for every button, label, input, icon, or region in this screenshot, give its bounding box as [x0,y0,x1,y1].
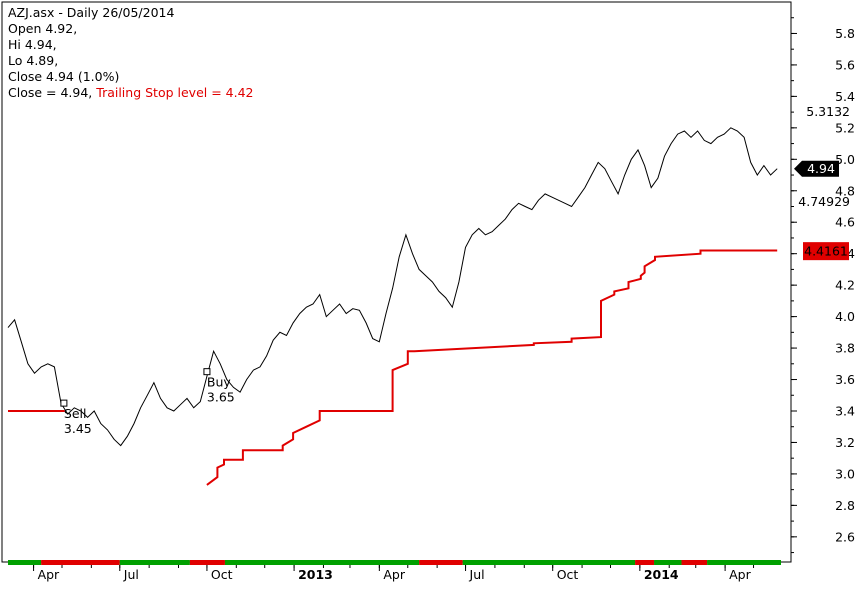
y-tick-label: 4.8 [835,183,855,198]
chart-info-panel: AZJ.asx - Daily 26/05/2014 Open 4.92, Hi… [8,5,253,101]
x-tick-label: Jul [123,567,139,582]
close-value: Close 4.94 (1.0%) [8,69,120,84]
y-tick-label: 3.4 [835,403,855,418]
signal-marker [60,399,68,407]
trailing-stop-label: Trailing Stop level = 4.42 [96,85,254,100]
y-tick-label: 4.6 [835,215,855,230]
signal-marker [203,368,211,376]
y-tick-label: 5.0 [835,152,855,167]
y-tick-label: 4.2 [835,278,855,293]
signal-bar-segment [8,560,42,565]
x-tick-label: Oct [557,567,579,582]
y-tick-label: 3.2 [835,435,855,450]
x-tick-label: Apr [38,567,60,582]
stop-level-badge [803,242,849,261]
signal-bar-segment [681,560,708,565]
signal-price: 3.65 [207,390,235,405]
period-low-label: 4.74929 [798,194,850,209]
y-tick-label: 5.8 [835,26,855,41]
high-value: Hi 4.94, [8,37,57,52]
close-price-badge [794,160,839,177]
x-tick-label: 2014 [644,567,679,582]
x-tick-label: Apr [729,567,751,582]
stop-level-badge-text: 4.4161 [804,244,848,259]
y-tick-label: 5.2 [835,120,855,135]
close-equals: Close = 4.94, [8,85,93,100]
y-tick-label: 2.8 [835,498,855,513]
chart-title: AZJ.asx - Daily 26/05/2014 [8,5,175,20]
low-value: Lo 4.89, [8,53,59,68]
plot-frame [1,1,792,563]
signal-bar-segment [41,560,120,565]
signal-bar-segment [189,560,225,565]
x-tick-label: Jul [469,567,485,582]
signal-label: Sell [64,406,87,421]
y-tick-label: 3.8 [835,341,855,356]
signal-bar-segment [654,560,682,565]
y-tick-label: 3.6 [835,372,855,387]
signal-price: 3.45 [64,421,92,436]
signal-bar-segment [224,560,420,565]
signal-bar-segment [635,560,655,565]
signal-bar-segment [119,560,190,565]
period-high-label: 5.3132 [806,104,850,119]
x-tick-label: 2013 [298,567,333,582]
signal-label: Buy [207,375,231,390]
open-value: Open 4.92, [8,21,78,36]
y-tick-label: 3.0 [835,466,855,481]
signal-bar-segment [419,560,463,565]
y-tick-label: 2.6 [835,529,855,544]
signal-bar-segment [462,560,636,565]
price-line [7,127,778,447]
y-tick-label: 5.4 [835,89,855,104]
y-tick-label: 5.6 [835,57,855,72]
close-stop-line: Close = 4.94, Trailing Stop level = 4.42 [8,85,253,101]
signal-bar-segment [707,560,781,565]
y-tick-label: 4.0 [835,309,855,324]
x-tick-label: Oct [211,567,233,582]
x-tick-label: Apr [383,567,405,582]
close-price-badge-text: 4.94 [807,161,835,176]
trailing-stop-line [206,249,778,486]
